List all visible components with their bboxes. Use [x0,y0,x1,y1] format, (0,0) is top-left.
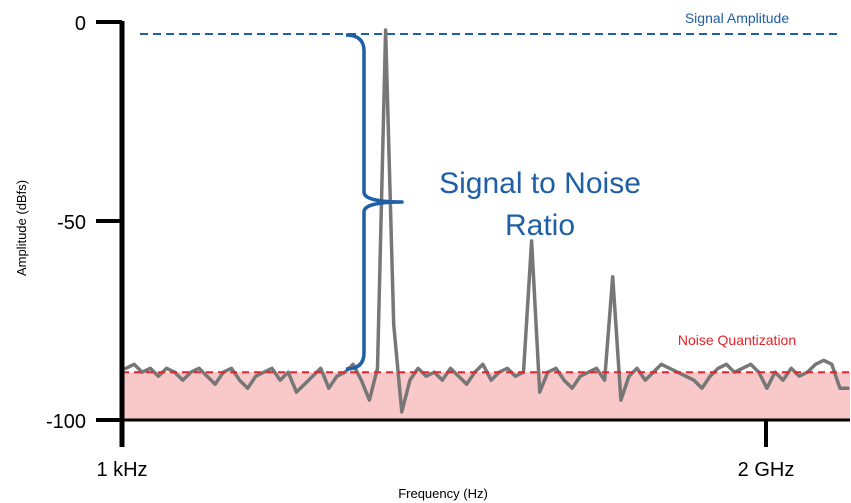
x-tick-label: 2 GHz [738,459,795,481]
y-axis-title: Amplitude (dBfs) [14,180,29,276]
x-axis-title: Frequency (Hz) [398,486,488,501]
x-tick-label: 1 kHz [96,459,147,481]
snr-label-line1: Signal to Noise [439,167,641,200]
spectrum-trace [126,30,848,412]
noise-quantization-label: Noise Quantization [678,332,796,348]
noise-floor-band [122,372,850,420]
y-ticks: 0 -50 -100 [46,13,122,433]
y-tick-label: -100 [46,411,86,433]
y-tick-label: 0 [75,13,86,35]
x-ticks: 1 kHz 2 GHz [96,420,794,481]
signal-amplitude-label: Signal Amplitude [685,10,790,26]
snr-label-line2: Ratio [505,209,575,242]
y-tick-label: -50 [57,212,86,234]
